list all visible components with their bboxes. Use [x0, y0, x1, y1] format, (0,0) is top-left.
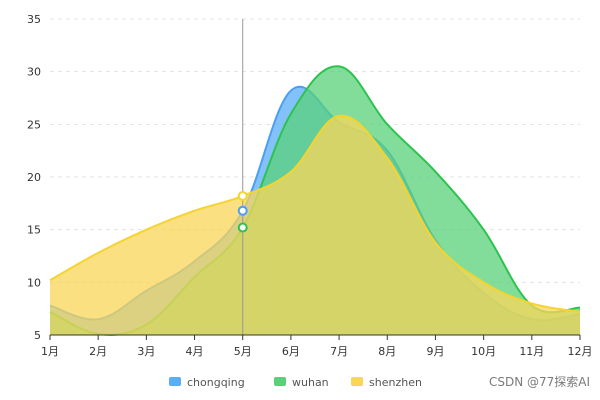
- legend-label: shenzhen: [369, 376, 422, 389]
- x-tick-label: 7月: [330, 345, 348, 358]
- series-areas: [49, 65, 581, 336]
- watermark: CSDN @77探索AI: [488, 375, 590, 389]
- x-tick-label: 9月: [426, 345, 444, 358]
- legend-item-shenzhen[interactable]: shenzhen: [351, 376, 422, 389]
- x-tick-label: 3月: [137, 345, 155, 358]
- x-tick-label: 12月: [568, 345, 593, 358]
- y-tick-label: 30: [27, 66, 41, 79]
- legend-label: wuhan: [292, 376, 329, 389]
- y-tick-label: 25: [27, 118, 41, 131]
- legend-item-wuhan[interactable]: wuhan: [274, 376, 329, 389]
- legend-swatch: [274, 377, 286, 386]
- x-tick-label: 2月: [89, 345, 107, 358]
- x-tick-label: 4月: [186, 345, 204, 358]
- data-point-shenzhen[interactable]: [237, 190, 248, 201]
- x-axis: 1月 2月 3月 4月 5月 6月 7月 8月 9月 10月 11月 12月: [41, 334, 593, 358]
- legend-label: chongqing: [187, 376, 245, 389]
- x-tick-label: 6月: [282, 345, 300, 358]
- y-tick-label: 5: [34, 329, 41, 342]
- x-tick-label: 10月: [471, 345, 496, 358]
- series-area-shenzhen: [50, 115, 580, 335]
- y-tick-label: 15: [27, 224, 41, 237]
- legend[interactable]: chongqing wuhan shenzhen: [169, 376, 422, 389]
- series-line-shenzhen: [49, 114, 581, 313]
- y-tick-label: 20: [27, 171, 41, 184]
- legend-swatch: [351, 377, 363, 386]
- legend-swatch: [169, 377, 181, 386]
- data-point-chongqing[interactable]: [237, 205, 248, 216]
- tooltip-markers: [237, 19, 248, 335]
- legend-item-chongqing[interactable]: chongqing: [169, 376, 245, 389]
- x-tick-label: 8月: [378, 345, 396, 358]
- y-axis: 5 10 15 20 25 30 35: [27, 13, 41, 342]
- x-tick-label: 1月: [41, 345, 59, 358]
- y-tick-label: 10: [27, 276, 41, 289]
- x-tick-label: 5月: [234, 345, 252, 358]
- y-tick-label: 35: [27, 13, 41, 26]
- x-tick-label: 11月: [519, 345, 544, 358]
- data-point-wuhan[interactable]: [237, 222, 248, 233]
